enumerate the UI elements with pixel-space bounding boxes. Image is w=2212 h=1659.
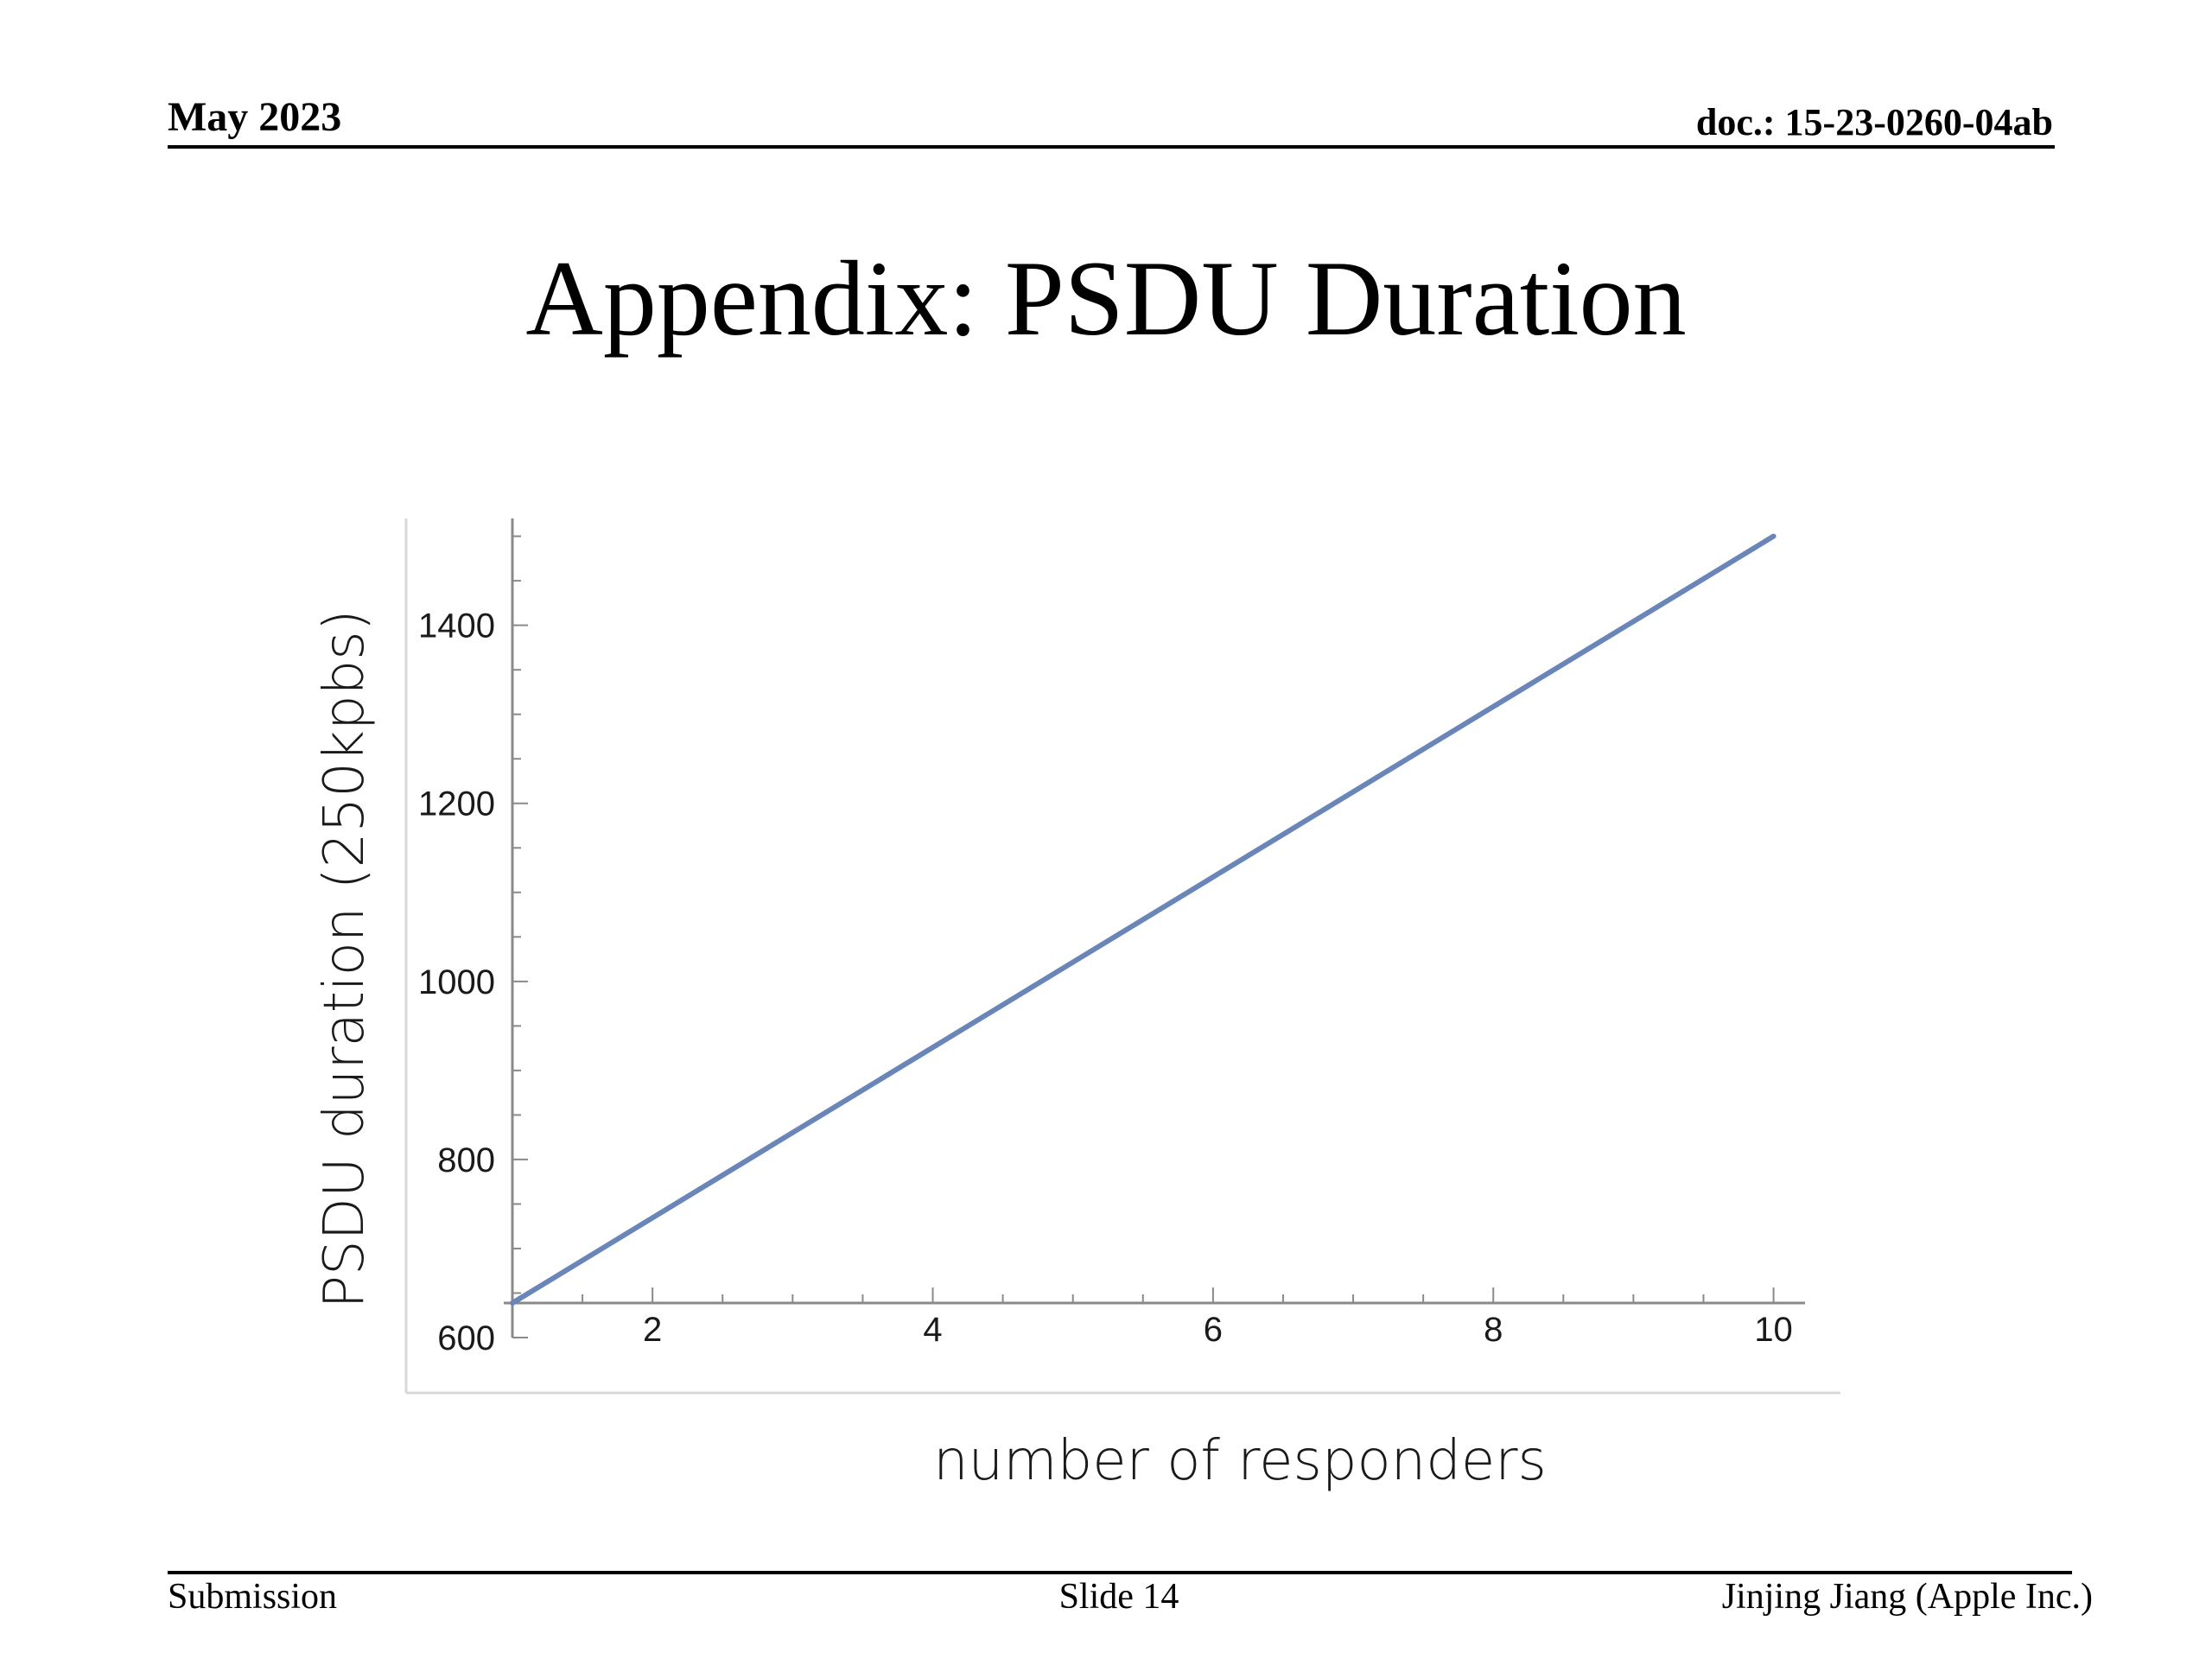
series-line <box>510 533 1777 1306</box>
x-tick-label: 10 <box>1754 1311 1793 1349</box>
x-tick-label: 2 <box>643 1311 662 1349</box>
header-rule <box>168 145 2055 149</box>
chart-axes <box>504 518 1805 1338</box>
slide-title: Appendix: PSDU Duration <box>525 239 1687 358</box>
y-tick-label: 600 <box>437 1319 495 1357</box>
chart-ticks: 600 800 1000 1200 1400 2 4 6 8 10 <box>418 535 1793 1357</box>
y-tick-label: 1000 <box>418 963 495 1001</box>
footer-slide-number: Slide 14 <box>1058 1577 1179 1617</box>
footer-submission: Submission <box>168 1577 338 1617</box>
header-doc-number: doc.: 15-23-0260-04ab <box>1695 101 2053 143</box>
x-tick-label: 6 <box>1204 1311 1223 1349</box>
chart-series <box>510 533 1777 1306</box>
footer-author: Jinjing Jiang (Apple Inc.) <box>1721 1577 2093 1617</box>
x-tick-label: 8 <box>1484 1311 1503 1349</box>
y-tick-label: 1400 <box>418 607 495 645</box>
y-axis-title: PSDU duration (250kpbs) <box>313 609 377 1308</box>
x-tick-label: 4 <box>923 1311 942 1349</box>
x-axis-title: number of responders <box>933 1429 1547 1493</box>
y-tick-label: 1200 <box>418 785 495 823</box>
footer-rule <box>168 1571 2072 1574</box>
y-tick-label: 800 <box>437 1141 495 1179</box>
header-date: May 2023 <box>168 94 342 140</box>
